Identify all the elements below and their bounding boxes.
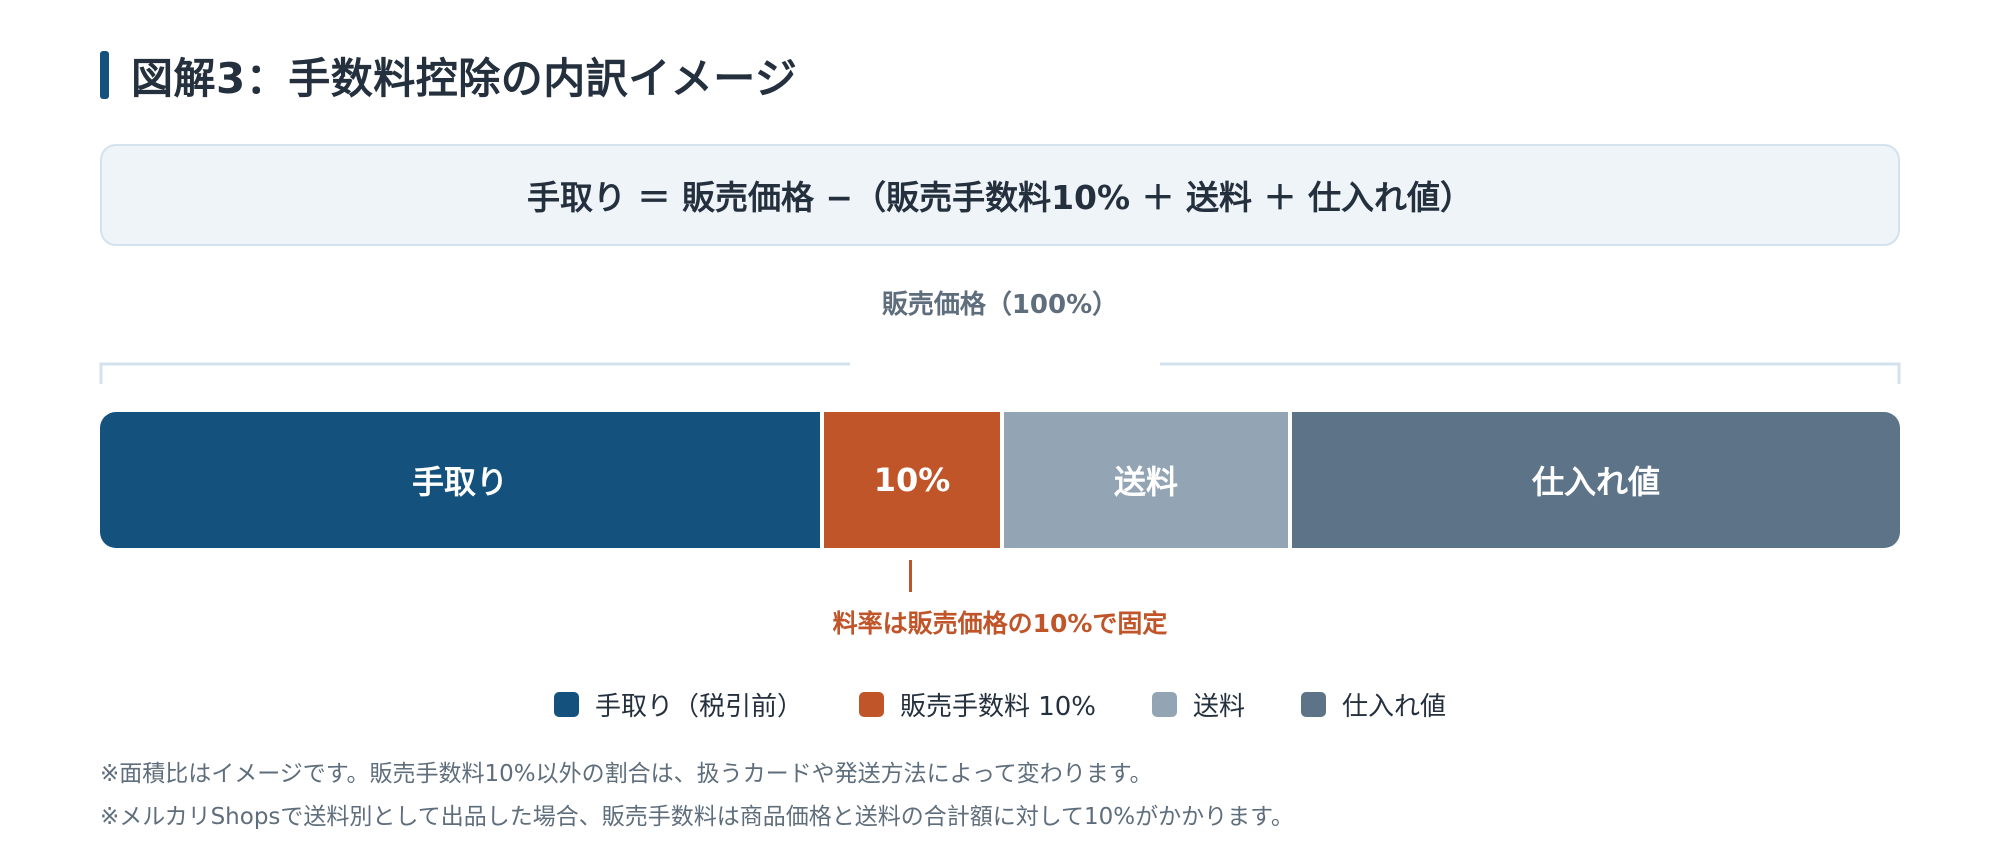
segment-cost: 仕入れ値 <box>1288 412 1900 548</box>
callout-line <box>909 560 912 592</box>
legend-swatch-fee <box>858 692 884 717</box>
footnote-2: ※メルカリShopsで送料別として出品した場合、販売手数料は商品価格と送料の合計… <box>100 804 1294 830</box>
footnote-1: ※面積比はイメージです。販売手数料10%以外の割合は、扱うカードや発送方法によっ… <box>100 761 1153 787</box>
figure-title-row: 図解3：手数料控除の内訳イメージ <box>100 50 797 103</box>
legend-swatch-cost <box>1301 692 1327 717</box>
title-accent-bar <box>100 51 109 99</box>
formula-box: 手取り ＝ 販売価格 −（販売手数料10% ＋ 送料 ＋ 仕入れ値） <box>100 144 1900 246</box>
legend: 手取り（税引前） 販売手数料 10% 送料 仕入れ値 <box>0 686 2000 723</box>
callout-text: 料率は販売価格の10%で固定 <box>832 609 1168 638</box>
figure-title: 図解3：手数料控除の内訳イメージ <box>131 53 798 103</box>
segment-fee: 10% <box>820 412 1000 548</box>
legend-swatch-shipping <box>1152 692 1178 717</box>
legend-label-cost: 仕入れ値 <box>1342 692 1447 722</box>
segment-take-home: 手取り <box>100 412 820 548</box>
legend-item-shipping: 送料 <box>1152 686 1245 723</box>
span-bracket-left <box>99 362 850 384</box>
breakdown-bar: 手取り 10% 送料 仕入れ値 <box>100 412 1900 548</box>
segment-shipping: 送料 <box>1000 412 1288 548</box>
span-bracket <box>99 362 1901 384</box>
span-bracket-right <box>1160 362 1901 384</box>
formula-text: 手取り ＝ 販売価格 −（販売手数料10% ＋ 送料 ＋ 仕入れ値） <box>526 178 1474 217</box>
legend-item-take-home: 手取り（税引前） <box>553 686 803 723</box>
legend-label-fee: 販売手数料 10% <box>899 692 1097 722</box>
legend-item-fee: 販売手数料 10% <box>858 686 1097 723</box>
legend-label-take-home: 手取り（税引前） <box>594 692 803 722</box>
span-label: 販売価格（100%） <box>881 290 1119 320</box>
legend-swatch-take-home <box>553 692 579 717</box>
legend-label-shipping: 送料 <box>1193 692 1246 722</box>
legend-item-cost: 仕入れ値 <box>1301 686 1446 723</box>
